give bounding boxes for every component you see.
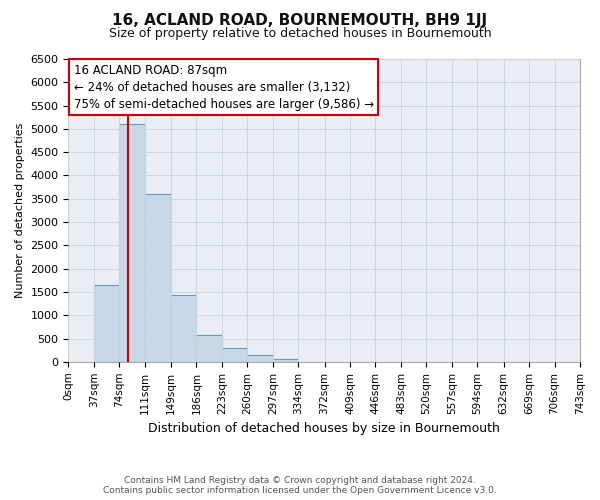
Bar xyxy=(196,335,222,362)
Bar xyxy=(145,194,171,362)
Bar xyxy=(171,295,196,362)
Bar xyxy=(119,124,145,362)
Text: Size of property relative to detached houses in Bournemouth: Size of property relative to detached ho… xyxy=(109,28,491,40)
Y-axis label: Number of detached properties: Number of detached properties xyxy=(15,122,25,298)
Bar xyxy=(94,285,119,362)
Bar xyxy=(247,355,273,362)
Bar xyxy=(222,348,247,362)
Text: 16, ACLAND ROAD, BOURNEMOUTH, BH9 1JJ: 16, ACLAND ROAD, BOURNEMOUTH, BH9 1JJ xyxy=(112,12,488,28)
Text: Contains HM Land Registry data © Crown copyright and database right 2024.
Contai: Contains HM Land Registry data © Crown c… xyxy=(103,476,497,495)
Text: 16 ACLAND ROAD: 87sqm
← 24% of detached houses are smaller (3,132)
75% of semi-d: 16 ACLAND ROAD: 87sqm ← 24% of detached … xyxy=(74,64,374,110)
X-axis label: Distribution of detached houses by size in Bournemouth: Distribution of detached houses by size … xyxy=(148,422,500,435)
Bar xyxy=(273,359,298,362)
